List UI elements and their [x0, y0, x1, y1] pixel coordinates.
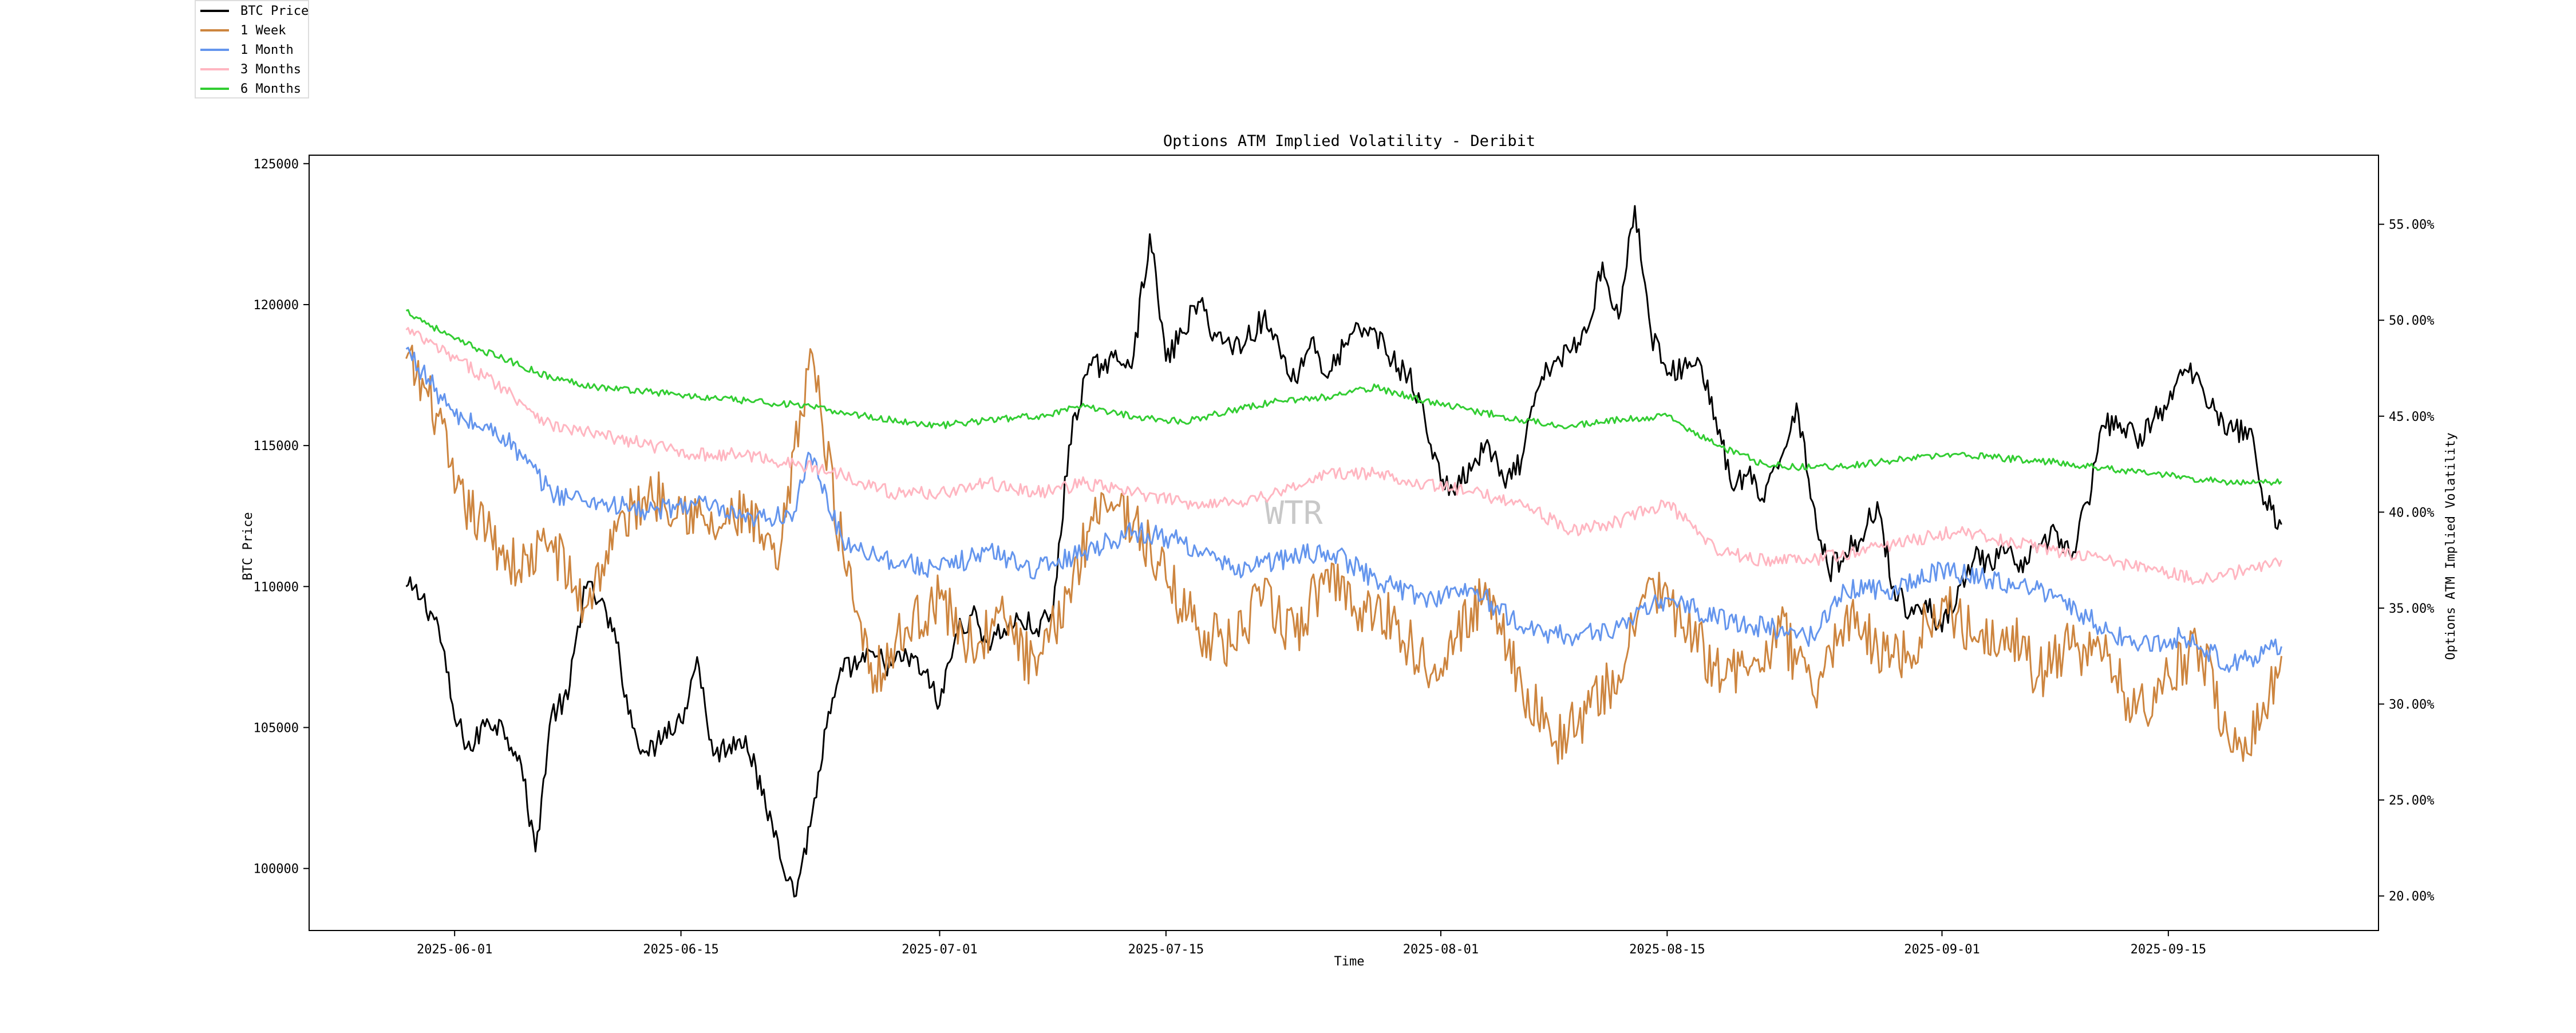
y-right-tick-label: 45.00%	[2389, 410, 2434, 424]
y-left-tick-label: 120000	[254, 298, 299, 313]
watermark: WTR	[1265, 495, 1322, 532]
legend-item-6-months: 6 Months	[200, 80, 301, 97]
chart-title: Options ATM Implied Volatility - Deribit	[1163, 132, 1535, 150]
legend-label: 1 Week	[240, 23, 286, 38]
legend-swatch-btc-price	[200, 10, 229, 12]
y-left-tick-label: 105000	[254, 721, 299, 735]
x-tick-label: 2025-07-15	[1128, 943, 1204, 957]
y-right-tick-label: 25.00%	[2389, 794, 2434, 808]
x-tick-label: 2025-07-01	[902, 943, 977, 957]
series-1-month	[406, 348, 2281, 672]
legend-label: 1 Month	[240, 43, 294, 57]
x-tick-label: 2025-06-15	[643, 943, 718, 957]
y-right-tick-label: 35.00%	[2389, 602, 2434, 616]
x-tick-label: 2025-09-15	[2131, 943, 2206, 957]
x-axis-label: Time	[1334, 955, 1365, 969]
y-right-tick-label: 55.00%	[2389, 218, 2434, 232]
y-left-tick-label: 125000	[254, 157, 299, 172]
legend-swatch-1-week	[200, 29, 229, 31]
legend: BTC Price 1 Week 1 Month 3 Months 6 Mont…	[195, 0, 309, 98]
legend-label: BTC Price	[240, 4, 309, 18]
y-axis-right-label: Options ATM Implied Volatility	[2444, 432, 2458, 660]
legend-item-1-month: 1 Month	[200, 41, 294, 58]
legend-swatch-3-months	[200, 68, 229, 70]
legend-swatch-1-month	[200, 49, 229, 51]
x-tick-label: 2025-09-01	[1904, 943, 1980, 957]
y-left-tick-label: 110000	[254, 580, 299, 594]
y-right-tick-label: 20.00%	[2389, 890, 2434, 904]
y-right-tick-label: 40.00%	[2389, 506, 2434, 520]
legend-item-btc-price: BTC Price	[200, 2, 309, 19]
series-1-week	[406, 345, 2281, 763]
series-6-months	[406, 310, 2281, 484]
legend-label: 6 Months	[240, 82, 301, 96]
series-layer	[406, 206, 2281, 897]
y-right-tick-label: 30.00%	[2389, 698, 2434, 712]
axes-layer: 2025-06-01 2025-06-15 2025-07-01 2025-07-15…	[254, 155, 2435, 957]
x-tick-label: 2025-06-01	[417, 943, 492, 957]
series-line	[406, 310, 2282, 484]
legend-label: 3 Months	[240, 62, 301, 77]
legend-item-3-months: 3 Months	[200, 61, 301, 78]
x-tick-label: 2025-08-01	[1403, 943, 1479, 957]
y-left-tick-label: 115000	[254, 439, 299, 454]
y-left-tick-label: 100000	[254, 862, 299, 877]
legend-item-1-week: 1 Week	[200, 22, 286, 39]
legend-swatch-6-months	[200, 88, 229, 90]
x-tick-label: 2025-08-15	[1629, 943, 1705, 957]
y-axis-left-label: BTC Price	[241, 512, 255, 580]
series-line	[406, 348, 2282, 672]
y-right-tick-label: 50.00%	[2389, 314, 2434, 328]
